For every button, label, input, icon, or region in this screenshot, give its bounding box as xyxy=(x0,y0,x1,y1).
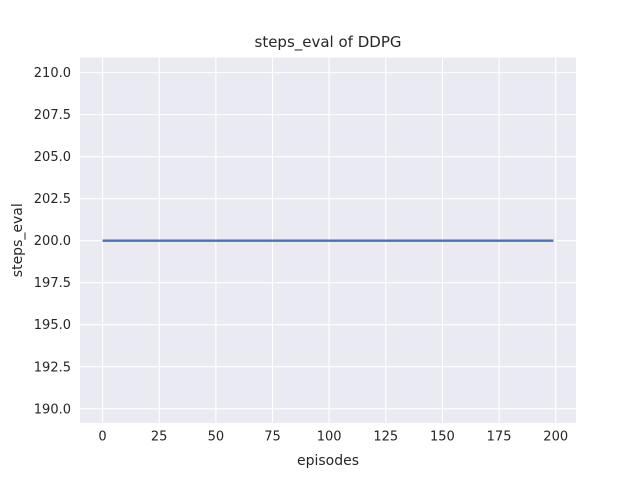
y-tick-label: 205.0 xyxy=(34,150,71,165)
x-tick-label: 175 xyxy=(487,430,512,445)
x-tick-label: 100 xyxy=(317,430,342,445)
y-tick-label: 197.5 xyxy=(34,276,71,291)
x-tick-label: 25 xyxy=(151,430,168,445)
x-tick-label: 150 xyxy=(430,430,455,445)
x-tick-label: 75 xyxy=(264,430,281,445)
y-tick-label: 200.0 xyxy=(34,234,71,249)
y-tick-label: 195.0 xyxy=(34,318,71,333)
y-tick-label: 207.5 xyxy=(34,108,71,123)
y-axis-label: steps_eval xyxy=(10,203,26,277)
y-tick-label: 190.0 xyxy=(34,402,71,417)
chart-title: steps_eval of DDPG xyxy=(255,33,402,52)
y-tick-label: 202.5 xyxy=(34,192,71,207)
x-axis-label: episodes xyxy=(297,453,359,469)
x-tick-label: 0 xyxy=(98,430,106,445)
x-tick-label: 50 xyxy=(208,430,225,445)
x-tick-label: 200 xyxy=(543,430,568,445)
y-tick-label: 210.0 xyxy=(34,66,71,81)
y-tick-label: 192.5 xyxy=(34,360,71,375)
x-tick-label: 125 xyxy=(373,430,398,445)
